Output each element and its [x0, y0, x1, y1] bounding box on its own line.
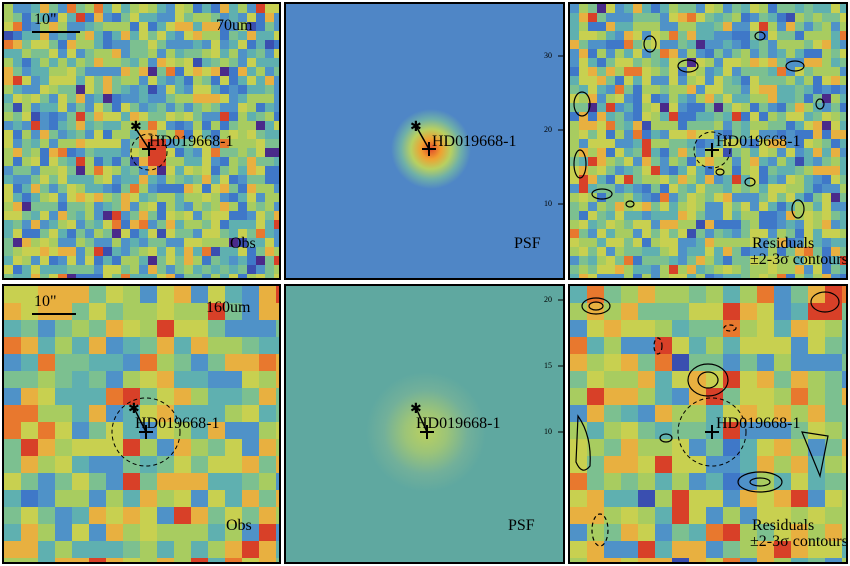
- offset-line: [133, 125, 150, 150]
- panel-70um-psf: ✱ 30 20 10 HD019668-1 PSF: [284, 2, 565, 280]
- aperture-circle: [693, 131, 731, 169]
- panel-160um-residuals: HD019668-1 Residuals ±2-3σ contours: [568, 284, 848, 564]
- tick-label: 20: [544, 295, 552, 304]
- scale-label: 10": [34, 11, 57, 28]
- scale-label: 10": [34, 293, 57, 310]
- overlay-70um-residuals: [573, 31, 825, 219]
- offset-line: [415, 125, 430, 150]
- panel-label-residuals: Residuals: [752, 235, 815, 252]
- panel-label-residuals: Residuals: [752, 517, 815, 534]
- source-name-label: HD019668-1: [135, 415, 220, 432]
- panel-sublabel-contours: ±2-3σ contours: [750, 533, 848, 550]
- tick-label: 30: [544, 51, 552, 60]
- panel-label-obs: Obs: [230, 235, 256, 252]
- catalog-marker-asterisk: ✱: [410, 120, 422, 135]
- tick-label: 15: [544, 361, 552, 370]
- source-name-label: HD019668-1: [149, 133, 234, 150]
- pixel-map-160um-obs: [4, 286, 279, 562]
- overlay-160um-residuals: [575, 291, 840, 547]
- tick-label: 10: [544, 427, 552, 436]
- residual-contours: [575, 291, 840, 493]
- panel-sublabel-contours: ±2-3σ contours: [750, 251, 848, 268]
- panel-160um-obs: ✱ 10" 160um HD019668-1 Obs: [2, 284, 281, 564]
- catalog-marker-asterisk: ✱: [130, 120, 142, 135]
- psf-map-160um: [286, 286, 563, 562]
- residual-contours: [573, 31, 825, 219]
- tick-label: 20: [544, 125, 552, 134]
- band-label: 70um: [216, 17, 253, 34]
- tick-label: 10: [544, 199, 552, 208]
- overlay-70um-obs: ✱: [32, 31, 168, 171]
- panel-70um-residuals: HD019668-1 Residuals ±2-3σ contours: [568, 2, 848, 280]
- panel-label-obs: Obs: [226, 517, 252, 534]
- catalog-marker-asterisk: ✱: [410, 402, 422, 417]
- panel-label-psf: PSF: [508, 517, 535, 534]
- source-name-label: HD019668-1: [716, 415, 801, 432]
- overlay-160um-psf: ✱: [410, 299, 563, 439]
- overlay-160um-obs: ✱: [32, 313, 181, 467]
- panel-label-psf: PSF: [514, 235, 541, 252]
- negative-contours: [591, 324, 737, 547]
- source-name-label: HD019668-1: [716, 133, 801, 150]
- psf-right-axis: [558, 55, 563, 205]
- panel-70um-obs: ✱ 10" 70um HD019668-1 Obs: [2, 2, 281, 280]
- aperture-circle: [130, 133, 168, 171]
- psf-right-axis: [558, 299, 563, 433]
- source-name-label: HD019668-1: [416, 415, 501, 432]
- offset-line: [415, 407, 428, 433]
- offset-line: [133, 407, 147, 433]
- pixel-map-160um-residuals: [570, 286, 846, 562]
- panel-160um-psf: ✱ 20 15 10 HD019668-1 PSF: [284, 284, 565, 564]
- source-name-label: HD019668-1: [432, 133, 517, 150]
- catalog-marker-asterisk: ✱: [128, 402, 140, 417]
- overlay-70um-psf: ✱: [410, 55, 563, 205]
- band-label: 160um: [206, 299, 251, 316]
- aperture-circle: [677, 397, 747, 467]
- pixel-map-70um-obs: [4, 4, 279, 278]
- aperture-circle: [111, 397, 181, 467]
